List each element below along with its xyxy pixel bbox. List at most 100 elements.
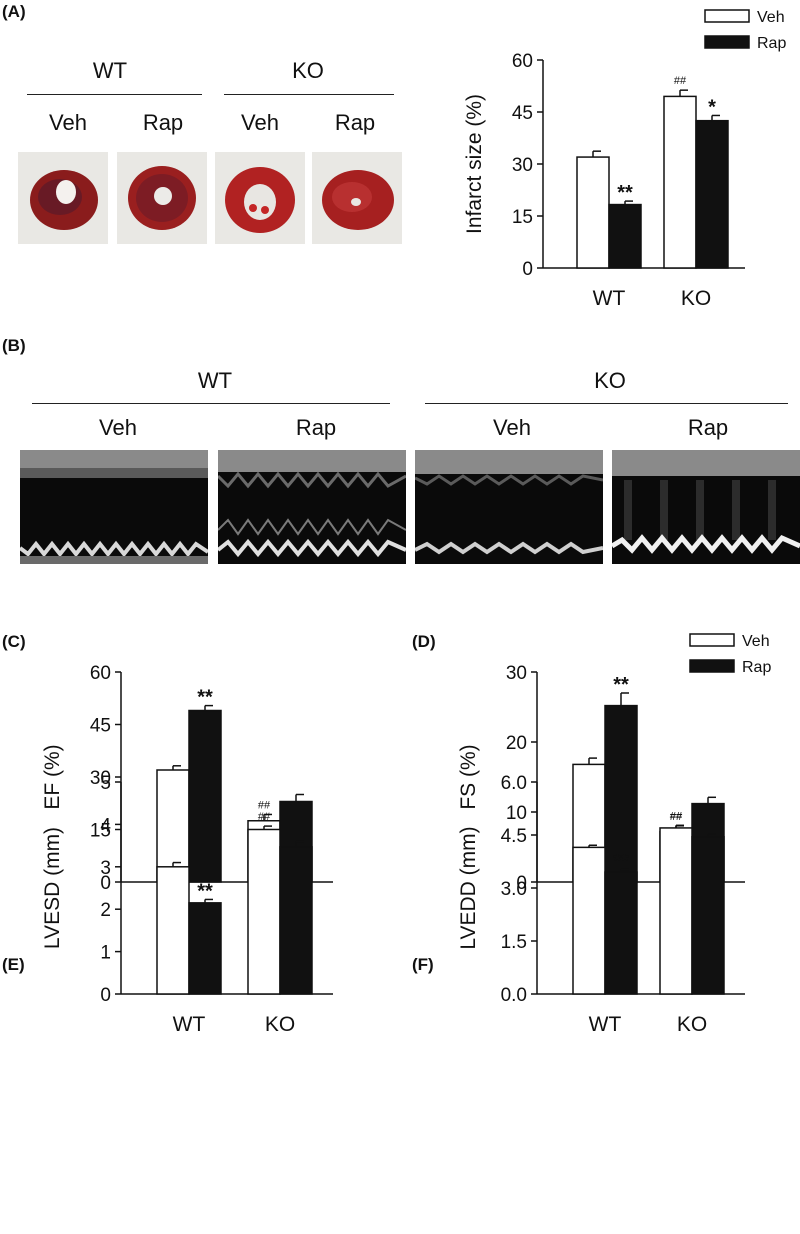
legend-swatch — [689, 633, 735, 647]
y-tick-label: 1 — [100, 943, 111, 964]
bar — [576, 156, 610, 269]
panel-a-rule-wt — [27, 94, 202, 95]
legend-label: Veh — [757, 9, 785, 26]
panel-letter-f: (F) — [412, 955, 434, 974]
panel-b-group-wt: WT — [197, 368, 233, 393]
y-axis-label: LVESD (mm) — [41, 827, 64, 949]
significance-mark: ** — [617, 182, 633, 204]
heart-section-photo-ko-rap — [312, 152, 402, 244]
y-tick-label: 6.0 — [501, 773, 527, 794]
bar — [659, 827, 693, 995]
y-tick-label: 15 — [512, 207, 533, 228]
y-tick-label: 0 — [100, 873, 111, 894]
y-tick-label: 0 — [516, 873, 527, 894]
panel-a-group-wt: WT — [92, 58, 128, 83]
echo-image-ko-rap — [612, 450, 800, 564]
panel-b-rule-wt — [32, 403, 390, 404]
y-axis-label: FS (%) — [457, 744, 480, 809]
significance-mark: ## — [674, 75, 687, 87]
heart-section-photo-wt-veh — [18, 152, 108, 244]
y-tick-label: 20 — [506, 733, 527, 754]
x-tick-label: KO — [265, 1013, 295, 1036]
panel-letter-b: (B) — [2, 336, 26, 355]
panel-letter-a: (A) — [2, 2, 26, 21]
significance-mark: ** — [613, 674, 629, 696]
bar — [604, 871, 638, 995]
y-tick-label: 60 — [512, 51, 533, 72]
y-tick-label: 60 — [90, 663, 111, 684]
legend-swatch — [704, 9, 750, 23]
panel-b-label-wt-veh: Veh — [99, 415, 137, 440]
legend-label: Rap — [757, 35, 786, 52]
legend-swatch — [704, 35, 750, 49]
x-tick-label: WT — [173, 1013, 206, 1036]
panel-letter-e: (E) — [2, 955, 25, 974]
y-tick-label: 4.5 — [501, 826, 527, 847]
y-tick-label: 30 — [506, 663, 527, 684]
y-tick-label: 4 — [100, 815, 111, 836]
significance-mark: ** — [613, 850, 629, 872]
bar — [663, 95, 697, 269]
y-tick-label: 45 — [512, 103, 533, 124]
significance-mark: ## — [670, 811, 683, 823]
y-tick-label: 10 — [506, 803, 527, 824]
y-tick-label: 15 — [90, 821, 111, 842]
bar — [156, 866, 190, 995]
panel-letter-c: (C) — [2, 632, 26, 651]
significance-mark: * — [708, 96, 716, 118]
chart-lvedd: 0.0 1.5 3.0 4.5 6.0 LVEDD (mm) WT KO ## ** — [457, 773, 745, 1036]
panel-b-rule-ko — [425, 403, 788, 404]
heart-section-photo-ko-veh — [215, 152, 305, 244]
significance-mark: ## — [258, 799, 271, 811]
bar — [188, 902, 222, 995]
panel-a-rule-ko — [224, 94, 394, 95]
panel-b-label-wt-rap: Rap — [295, 415, 337, 440]
bar — [279, 846, 313, 995]
y-tick-label: 0 — [522, 259, 533, 280]
y-axis-label: LVEDD (mm) — [457, 826, 480, 949]
panel-b-group-ko: KO — [594, 368, 626, 393]
y-tick-label: 1.5 — [501, 932, 527, 953]
y-tick-label: 30 — [90, 768, 111, 789]
y-tick-label: 30 — [512, 155, 533, 176]
y-tick-label: 3 — [100, 858, 111, 879]
x-tick-label: KO — [677, 1013, 707, 1036]
panel-b-label-ko-rap: Rap — [687, 415, 729, 440]
legend-label: Rap — [742, 659, 771, 676]
panel-letter-d: (D) — [412, 632, 436, 651]
significance-mark: ## — [670, 810, 683, 822]
y-axis-label: EF (%) — [41, 744, 64, 809]
panel-a-label-wt-veh: Veh — [49, 110, 87, 135]
panel-a-group-ko: KO — [292, 58, 324, 83]
chart-lvesd: 0 1 2 3 4 5 LVESD (mm) WT KO ## ** — [41, 773, 333, 1036]
y-axis-label: Infarct size (%) — [463, 94, 486, 234]
x-tick-label: WT — [593, 287, 626, 310]
significance-mark: ## — [258, 811, 271, 823]
x-tick-label: WT — [589, 1013, 622, 1036]
y-tick-label: 3.0 — [501, 879, 527, 900]
bar — [695, 119, 729, 269]
bar — [604, 704, 638, 883]
panel-a-label-ko-rap: Rap — [334, 110, 376, 135]
legend-label: Veh — [742, 633, 770, 650]
echo-image-wt-veh — [20, 450, 208, 564]
y-tick-label: 2 — [100, 900, 111, 921]
x-tick-label: KO — [681, 287, 711, 310]
heart-section-photo-wt-rap — [117, 152, 207, 244]
panel-b-label-ko-veh: Veh — [493, 415, 531, 440]
bar — [572, 846, 606, 995]
echo-image-wt-rap — [218, 450, 406, 564]
y-tick-label: 45 — [90, 716, 111, 737]
panel-a-label-wt-rap: Rap — [142, 110, 184, 135]
significance-mark: ** — [197, 687, 213, 709]
significance-mark: ** — [197, 880, 213, 902]
bar — [188, 709, 222, 883]
legend-swatch — [689, 659, 735, 673]
y-tick-label: 0.0 — [501, 985, 527, 1006]
echo-image-ko-veh — [415, 450, 603, 564]
bar — [691, 836, 725, 995]
y-tick-label: 0 — [100, 985, 111, 1006]
y-tick-label: 5 — [100, 773, 111, 794]
